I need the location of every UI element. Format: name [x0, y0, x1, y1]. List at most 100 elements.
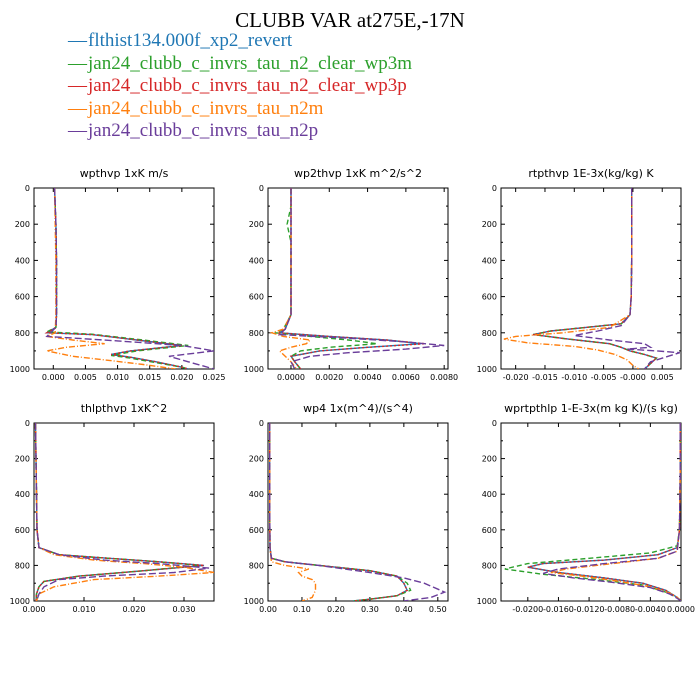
y-tick-label: 200 — [482, 455, 497, 464]
y-tick-label: 800 — [15, 561, 30, 570]
x-tick-label: 0.000 — [42, 373, 65, 382]
panel-title: wp2thvp 1xK m^2/s^2 — [294, 167, 422, 180]
x-tick-label: 0.0060 — [392, 373, 420, 382]
y-tick-label: 600 — [249, 526, 264, 535]
legend-item: —flthist134.000f_xp2_revert — [68, 30, 412, 53]
y-tick-label: 1000 — [244, 597, 264, 606]
y-tick-label: 1000 — [244, 365, 264, 374]
x-tick-label: 0.005 — [74, 373, 97, 382]
chart-panel: wp2thvp 1xK m^2/s^2 0 200 400 600 800 1000 0.00… — [244, 167, 459, 382]
series-line — [269, 423, 409, 601]
series-line — [533, 188, 658, 369]
panel-title: wprtpthlp 1-E-3x(m kg K)/(s kg) — [504, 402, 678, 415]
panel-title: wp4 1x(m^4)/(s^4) — [303, 402, 413, 415]
y-tick-label: 0 — [492, 184, 497, 193]
x-tick-label: 0.020 — [123, 605, 146, 614]
series-line — [542, 423, 681, 601]
series-line — [44, 188, 189, 369]
x-tick-label: 0.0040 — [354, 373, 382, 382]
y-tick-label: 600 — [482, 526, 497, 535]
x-tick-label: 0.50 — [429, 605, 447, 614]
legend-item: —jan24_clubb_c_invrs_tau_n2_clear_wp3m — [68, 53, 412, 76]
y-tick-label: 400 — [15, 490, 30, 499]
x-tick-label: 0.0020 — [315, 373, 343, 382]
legend-label: flthist134.000f_xp2_revert — [88, 30, 293, 51]
x-tick-label: 0.0000 — [667, 605, 695, 614]
y-tick-label: 1000 — [477, 597, 497, 606]
y-tick-label: 800 — [15, 329, 30, 338]
series-line — [34, 423, 205, 601]
series-line — [527, 423, 681, 601]
legend-item: —jan24_clubb_c_invrs_tau_n2_clear_wp3p — [68, 75, 412, 98]
x-tick-label: -0.005 — [591, 373, 617, 382]
panel-title: thlpthvp 1xK^2 — [81, 402, 168, 415]
y-tick-label: 600 — [249, 293, 264, 302]
y-tick-label: 200 — [249, 455, 264, 464]
y-tick-label: 400 — [482, 490, 497, 499]
series-line — [44, 188, 189, 369]
y-tick-label: 600 — [15, 526, 30, 535]
y-tick-label: 0 — [25, 184, 30, 193]
series-line — [504, 423, 681, 601]
legend-item: —jan24_clubb_c_invrs_tau_n2m — [68, 98, 412, 121]
y-tick-label: 200 — [249, 220, 264, 229]
x-tick-label: 0.10 — [293, 605, 311, 614]
chart-panel: wpthvp 1xK m/s 0 200 400 600 800 1000 0.000 0.00… — [10, 167, 226, 382]
x-tick-label: 0.0080 — [430, 373, 458, 382]
y-tick-label: 600 — [15, 293, 30, 302]
x-tick-label: -0.000 — [620, 373, 646, 382]
y-tick-label: 1000 — [10, 365, 30, 374]
y-tick-label: 400 — [482, 256, 497, 265]
series-line — [269, 423, 447, 601]
x-tick-label: 0.010 — [106, 373, 129, 382]
legend-label: jan24_clubb_c_invrs_tau_n2_clear_wp3p — [88, 75, 407, 96]
x-tick-label: -0.0120 — [574, 605, 605, 614]
x-tick-label: 0.010 — [73, 605, 96, 614]
series-line — [503, 188, 640, 369]
x-tick-label: -0.020 — [503, 373, 529, 382]
x-tick-label: 0.000 — [23, 605, 46, 614]
x-tick-label: 0.20 — [327, 605, 345, 614]
plot-frame — [33, 187, 215, 370]
panel-title: rtpthvp 1E-3x(kg/kg) K — [528, 167, 654, 180]
x-tick-label: -0.010 — [561, 373, 587, 382]
series-line — [34, 423, 214, 601]
x-tick-label: 0.020 — [170, 373, 193, 382]
y-tick-label: 400 — [249, 490, 264, 499]
series-line — [34, 423, 205, 601]
y-tick-label: 800 — [249, 329, 264, 338]
panel-title: wpthvp 1xK m/s — [80, 167, 169, 180]
legend-label: jan24_clubb_c_invrs_tau_n2m — [88, 97, 324, 119]
y-tick-label: 200 — [482, 220, 497, 229]
y-tick-label: 200 — [15, 455, 30, 464]
y-tick-label: 200 — [15, 220, 30, 229]
legend-item: —jan24_clubb_c_invrs_tau_n2p — [68, 120, 412, 143]
x-tick-label: 0.005 — [651, 373, 674, 382]
y-tick-label: 0 — [259, 184, 264, 193]
x-tick-label: 0.0000 — [277, 373, 305, 382]
x-tick-label: 0.40 — [395, 605, 413, 614]
legend-label: jan24_clubb_c_invrs_tau_n2p — [88, 120, 319, 141]
plot-frame — [500, 422, 682, 602]
y-tick-label: 800 — [482, 561, 497, 570]
y-tick-label: 800 — [482, 329, 497, 338]
legend: —flthist134.000f_xp2_revert —jan24_clubb… — [68, 30, 412, 143]
series-line — [277, 188, 445, 369]
legend-label: jan24_clubb_c_invrs_tau_n2_clear_wp3m — [88, 52, 412, 74]
y-tick-label: 1000 — [477, 365, 497, 374]
series-line — [45, 188, 214, 369]
y-tick-label: 400 — [15, 256, 30, 265]
series-line — [34, 423, 210, 601]
y-tick-label: 0 — [25, 419, 30, 428]
series-line — [34, 423, 200, 601]
plot-frame — [33, 422, 215, 602]
y-tick-label: 400 — [249, 256, 264, 265]
x-tick-label: -0.0040 — [635, 605, 666, 614]
x-tick-label: 0.030 — [173, 605, 196, 614]
x-tick-label: -0.015 — [532, 373, 558, 382]
x-tick-label: 0.015 — [138, 373, 161, 382]
y-tick-label: 800 — [249, 561, 264, 570]
x-tick-label: -0.0200 — [512, 605, 543, 614]
